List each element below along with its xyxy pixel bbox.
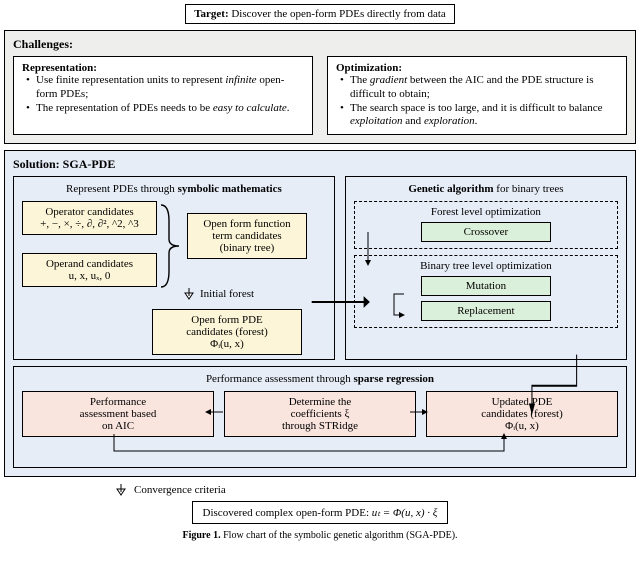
optimization-box: Optimization: The gradient between the A… [327, 56, 627, 135]
func-cand-l1: Open form function [194, 218, 300, 230]
target-label: Target: [194, 8, 228, 20]
op-cand-title: Operator candidates [29, 206, 150, 218]
operator-candidates-box: Operator candidates +, −, ×, ÷, ∂, ∂², ^… [22, 201, 157, 235]
represent-title: Represent PDEs through symbolic mathemat… [22, 183, 326, 195]
pde-cand-l1: Open form PDE [159, 314, 295, 326]
representation-box: Representation: Use finite representatio… [13, 56, 313, 135]
perf-aic-box: Performance assessment based on AIC [22, 391, 214, 437]
pde-cand-l2: candidates (forest) [159, 326, 295, 338]
opt-bullet-1: The gradient between the AIC and the PDE… [340, 74, 618, 102]
result-box: Discovered complex open-form PDE: uₜ = Φ… [192, 501, 449, 524]
opt-title: Optimization: [336, 62, 618, 74]
opd-cand-title: Operand candidates [29, 258, 150, 270]
initial-forest-label: Initial forest [200, 288, 254, 300]
genetic-algo-subpanel: Genetic algorithm for binary trees Fores… [345, 176, 627, 360]
challenges-header: Challenges: [13, 37, 627, 52]
function-candidates-box: Open form function term candidates (bina… [187, 213, 307, 259]
result-equation: uₜ = Φ(u, x) · ξ [372, 507, 438, 519]
solution-header: Solution: SGA-PDE [13, 157, 627, 172]
challenges-panel: Challenges: Representation: Use finite r… [4, 30, 636, 144]
op-cand-text: +, −, ×, ÷, ∂, ∂², ^2, ^3 [29, 218, 150, 230]
opd-cand-text: u, x, uₓ, 0 [29, 270, 150, 282]
func-cand-l2: term candidates [194, 230, 300, 242]
rep-title: Representation: [22, 62, 304, 74]
solution-panel: Solution: SGA-PDE Represent PDEs through… [4, 150, 636, 477]
rep-bullet-1: Use finite representation units to repre… [26, 74, 304, 102]
mutation-box: Mutation [421, 276, 551, 296]
perf-title: Performance assessment through sparse re… [22, 373, 618, 385]
perf-updated-box: Updated PDE candidates (forest) Φᵢ(u, x) [426, 391, 618, 437]
tree-level-box: Binary tree level optimization Mutation … [354, 255, 618, 328]
target-text: Discover the open-form PDEs directly fro… [231, 8, 445, 20]
ga-title: Genetic algorithm for binary trees [354, 183, 618, 195]
pde-candidates-box: Open form PDE candidates (forest) Φᵢ(u, … [152, 309, 302, 355]
rep-bullet-2: The representation of PDEs needs to be e… [26, 102, 304, 116]
down-arrow-icon [182, 287, 196, 301]
down-arrow-icon [114, 483, 128, 497]
convergence-label: Convergence criteria [134, 484, 226, 496]
represent-subpanel: Represent PDEs through symbolic mathemat… [13, 176, 335, 360]
operand-candidates-box: Operand candidates u, x, uₓ, 0 [22, 253, 157, 287]
perf-stridge-box: Determine the coefficients ξ through STR… [224, 391, 416, 437]
target-box: Target: Discover the open-form PDEs dire… [185, 4, 455, 24]
func-cand-l3: (binary tree) [194, 242, 300, 254]
performance-panel: Performance assessment through sparse re… [13, 366, 627, 468]
opt-bullet-2: The search space is too large, and it is… [340, 102, 618, 130]
bracket-icon [157, 201, 185, 291]
replacement-box: Replacement [421, 301, 551, 321]
forest-opt-title: Forest level optimization [361, 206, 611, 218]
initial-forest-row: Initial forest [182, 287, 254, 301]
figure-caption: Figure 1. Flow chart of the symbolic gen… [4, 530, 636, 541]
forest-level-box: Forest level optimization Crossover [354, 201, 618, 249]
convergence-row: Convergence criteria [114, 483, 636, 497]
pde-cand-l3: Φᵢ(u, x) [159, 338, 295, 350]
crossover-box: Crossover [421, 222, 551, 242]
tree-opt-title: Binary tree level optimization [361, 260, 611, 272]
